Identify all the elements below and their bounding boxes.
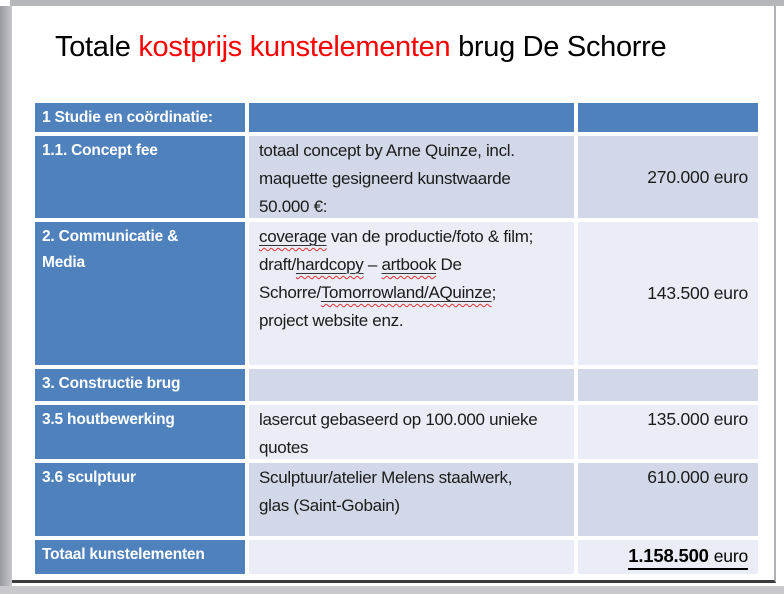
section-header-amount-cell[interactable] [578,103,758,132]
slide-canvas[interactable]: Totale kostprijs kunstelementen brug De … [12,6,776,583]
total-amount-value: 1.158.500 [628,544,709,566]
houtbewerking-amount-cell[interactable]: 135.000 euro [578,405,758,459]
concept-fee-amount-cell[interactable]: 270.000 euro [578,136,758,218]
total-amount-unit: euro [713,545,748,566]
app-gutter-top [10,0,784,6]
row-label-concept-fee[interactable]: 1.1. Concept fee [35,136,245,218]
houtbewerking-amount: 135.000 euro [647,409,748,429]
row-label-communicatie-media[interactable]: 2. Communicatie & Media [35,222,245,365]
concept-fee-description[interactable]: totaal concept by Arne Quinze, incl. maq… [249,136,574,218]
concept-fee-amount: 270.000 euro [647,166,748,187]
constructie-brug-amount-cell[interactable] [578,369,758,401]
communicatie-media-amount: 143.500 euro [647,283,748,303]
total-row-label[interactable]: Totaal kunstelementen [35,540,245,574]
sculptuur-amount-cell[interactable]: 610.000 euro [578,463,758,536]
section-header-cell[interactable]: 1 Studie en coördinatie: [35,103,245,132]
sculptuur-amount: 610.000 euro [647,467,748,487]
row-label-constructie-brug[interactable]: 3. Constructie brug [35,369,245,401]
row-label-sculptuur[interactable]: 3.6 sculptuur [35,463,245,536]
constructie-brug-description[interactable] [249,369,574,401]
communicatie-media-description[interactable]: coverage van de productie/foto & film; d… [249,222,574,365]
title-highlight: kostprijs kunstelementen [138,31,451,63]
communicatie-media-amount-cell[interactable]: 143.500 euro [578,222,758,365]
total-amount-cell[interactable]: 1.158.500 euro [578,540,758,574]
houtbewerking-description[interactable]: lasercut gebaseerd op 100.000 unieke quo… [249,405,574,459]
slide-title[interactable]: Totale kostprijs kunstelementen brug De … [55,30,667,64]
row-label-houtbewerking[interactable]: 3.5 houtbewerking [35,405,245,459]
app-gutter-bottom [0,586,784,594]
total-amount: 1.158.500 euro [628,545,748,570]
costs-table[interactable]: 1 Studie en coördinatie: 1.1. Concept fe… [35,103,758,574]
title-suffix: brug De Schorre [450,31,667,63]
sculptuur-description[interactable]: Sculptuur/atelier Melens staalwerk, glas… [249,463,574,536]
title-prefix: Totale [55,31,139,63]
section-header-desc-cell[interactable] [249,103,574,132]
total-desc-cell[interactable] [249,540,574,574]
app-gutter-left [0,6,12,594]
